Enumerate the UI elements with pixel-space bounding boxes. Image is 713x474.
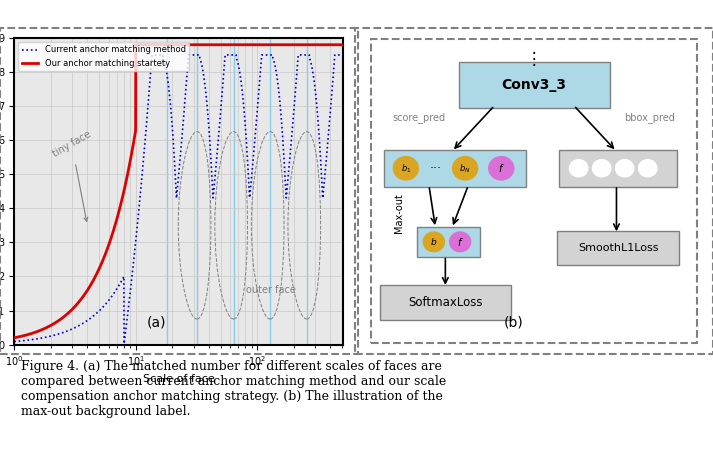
- Current anchor matching method: [148, 52, 156, 58]
- Our anchor matching startety: [270, 42, 278, 47]
- Our anchor matching startety: [161, 42, 170, 47]
- FancyBboxPatch shape: [379, 285, 511, 320]
- Our anchor matching startety: [10, 335, 19, 341]
- Circle shape: [570, 160, 588, 177]
- Text: SmoothL1Loss: SmoothL1Loss: [578, 243, 658, 253]
- Text: $b_1$: $b_1$: [401, 162, 411, 174]
- Current anchor matching method: [270, 57, 278, 63]
- Text: outer face: outer face: [246, 285, 296, 295]
- Text: $f$: $f$: [498, 162, 505, 174]
- Text: bbox_pred: bbox_pred: [624, 112, 674, 123]
- Line: Our anchor matching startety: Our anchor matching startety: [14, 45, 344, 338]
- Text: Conv3_3: Conv3_3: [502, 79, 567, 92]
- Current anchor matching method: [162, 65, 170, 71]
- Current anchor matching method: [329, 63, 338, 69]
- Circle shape: [593, 160, 611, 177]
- Text: SoftmaxLoss: SoftmaxLoss: [408, 296, 483, 309]
- Text: $f$: $f$: [457, 236, 463, 248]
- Circle shape: [424, 232, 444, 252]
- Our anchor matching startety: [329, 42, 338, 47]
- Text: ···: ···: [429, 162, 441, 175]
- Text: Figure 4. (a) The matched number for different scales of faces are
compared betw: Figure 4. (a) The matched number for dif…: [21, 360, 446, 419]
- Current anchor matching method: [170, 161, 179, 166]
- X-axis label: Scale of face: Scale of face: [143, 374, 215, 383]
- Line: Current anchor matching method: Current anchor matching method: [14, 55, 344, 344]
- Current anchor matching method: [120, 341, 128, 346]
- Text: $b$: $b$: [430, 237, 438, 247]
- Circle shape: [489, 156, 514, 180]
- Circle shape: [639, 160, 657, 177]
- Current anchor matching method: [27, 337, 36, 343]
- Our anchor matching startety: [27, 331, 36, 337]
- Our anchor matching startety: [339, 42, 348, 47]
- Circle shape: [615, 160, 634, 177]
- FancyBboxPatch shape: [384, 150, 526, 187]
- Our anchor matching startety: [329, 42, 338, 47]
- FancyBboxPatch shape: [558, 231, 679, 265]
- Text: Max-out: Max-out: [394, 193, 404, 233]
- Text: (a): (a): [147, 315, 167, 329]
- Text: ⋮: ⋮: [526, 50, 543, 68]
- Text: $b_N$: $b_N$: [459, 162, 471, 174]
- FancyBboxPatch shape: [458, 63, 610, 109]
- Legend: Current anchor matching method, Our anchor matching startety: Current anchor matching method, Our anch…: [19, 42, 190, 71]
- Text: tiny face: tiny face: [51, 129, 93, 221]
- Current anchor matching method: [330, 61, 339, 66]
- Text: score_pred: score_pred: [392, 112, 446, 123]
- Circle shape: [450, 232, 471, 252]
- FancyBboxPatch shape: [559, 150, 677, 187]
- Circle shape: [453, 156, 478, 180]
- Current anchor matching method: [339, 52, 348, 58]
- Our anchor matching startety: [131, 42, 140, 47]
- Current anchor matching method: [10, 339, 19, 345]
- FancyBboxPatch shape: [417, 227, 480, 257]
- Text: (b): (b): [503, 315, 523, 329]
- Circle shape: [394, 156, 419, 180]
- Our anchor matching startety: [170, 42, 179, 47]
